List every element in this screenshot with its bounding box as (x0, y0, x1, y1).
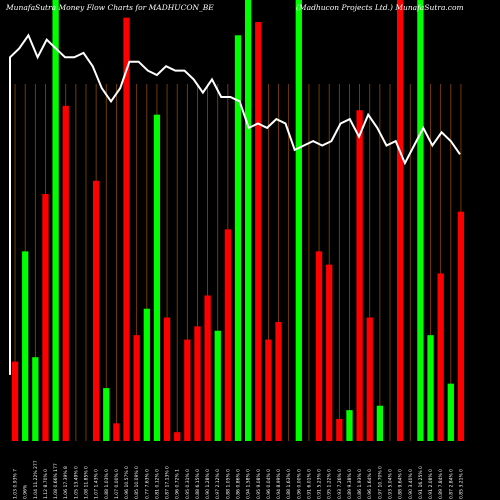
bar-33 (336, 418, 343, 441)
bar-2 (22, 251, 29, 441)
x-tick-label: 0.93 7.26% 0 (337, 469, 343, 499)
x-tick-label: 1.07 1.43% 0 (94, 469, 100, 499)
x-tick-label: 0.87 2.84% 0 (448, 469, 454, 499)
x-tick-label: 0.96 0.72% 1 (175, 469, 181, 499)
x-tick-label: 0.96 0.04% 0 (266, 469, 272, 499)
bar-16 (163, 317, 171, 441)
bar-45 (457, 211, 465, 441)
bar-25 (255, 22, 262, 442)
bar-44 (447, 383, 454, 441)
x-tick-label: 0.85 10.09% 0 (134, 466, 140, 499)
x-tick-label: 0.90 3.40% 0 (408, 469, 414, 499)
x-tick-label: 0.91 6.01% 0 (306, 469, 312, 499)
x-tick-label: 1.05 13.49% 0 (73, 466, 79, 499)
bar-13 (133, 335, 140, 441)
bar-17 (174, 432, 181, 441)
x-tick-label: 0.88 1.03% 0 (104, 469, 110, 499)
x-tick-label: 0.96 10.57% 0 (124, 466, 130, 499)
x-tick-label: 0.91 2.08% 0 (428, 469, 434, 499)
x-axis-labels: 1.03 0.93% 7 0.96% 1.04 11.22% 277 1.12 8.7… (13, 460, 465, 499)
bar-19 (194, 326, 201, 441)
x-tick-label: 0.77 7.63% 0 (144, 469, 150, 499)
bar-6 (62, 105, 69, 441)
x-tick-label: 1.12 8.70% 0 (43, 469, 49, 499)
x-tick-label: 0.88 1.05% 0 (225, 469, 231, 499)
chart-title: MunafaSutra Money Flow Charts for MADHUC… (6, 3, 214, 12)
bar-29 (295, 0, 302, 441)
x-tick-label: 0.97 10.70% 0 (377, 466, 383, 499)
bar-4 (42, 194, 49, 441)
bar-5 (52, 0, 59, 441)
bar-3 (32, 357, 39, 441)
x-tick-label: 0.86 1.93% 0 (357, 469, 363, 499)
bar-10 (103, 388, 110, 441)
price-line (9, 33, 461, 375)
x-tick-label: 1.04 11.22% 277 (33, 460, 39, 499)
x-tick-label: 0.97 2.12% 0 (215, 469, 221, 499)
x-tick-label: 1.07 0.00% 0 (114, 469, 120, 499)
x-tick-label: 0.90 1.28% 0 (205, 469, 211, 499)
x-tick-label: 0.85 3.21% 0 (458, 469, 464, 499)
bar-22 (224, 229, 232, 441)
bar-9 (92, 180, 100, 441)
x-tick-label: 1.08 0.66% 177 (53, 463, 59, 499)
chart-subtitle: (Madhucon Projects Ltd.) MunafaSutra.com (296, 3, 464, 12)
x-tick-label: 1.06 17.39% 8 (63, 466, 69, 499)
bar-1 (11, 361, 19, 441)
x-tick-label: 0.96% (23, 484, 29, 499)
bar-21 (214, 330, 221, 441)
bar-32 (326, 264, 333, 441)
x-tick-label: 0.89 7.84% 0 (438, 469, 444, 499)
x-tick-label: 0.87 17.13% 0 (165, 466, 171, 499)
x-tick-label: 0.96 1.64% 0 (367, 469, 373, 499)
bar-35 (356, 110, 363, 441)
x-tick-label: 0.95 0.31% 0 (185, 469, 191, 499)
bar-41 (417, 0, 424, 441)
bar-20 (204, 295, 211, 441)
x-tick-label: 0.95 9.08% 0 (256, 469, 262, 499)
bar-31 (315, 251, 323, 441)
bar-34 (346, 410, 353, 441)
x-tick-label: 0.81 0.12% 0 (154, 469, 160, 499)
bar-11 (113, 423, 120, 441)
bar-27 (275, 321, 282, 441)
x-tick-label: 0.93 5.04% 0 (388, 469, 394, 499)
bar-42 (427, 335, 434, 441)
x-tick-label: 0.91 16.25% 0 (418, 466, 424, 499)
bar-37 (376, 405, 384, 441)
x-tick-label: 0.95 1.22% 0 (327, 469, 333, 499)
bar-36 (366, 317, 373, 441)
bar-43 (437, 273, 444, 441)
x-tick-label: 1.03 0.93% 7 (13, 469, 19, 499)
bar-23 (234, 35, 242, 441)
bar-12 (123, 17, 130, 441)
bars (11, 0, 465, 442)
x-tick-label: 1.08 11.85% 0 (84, 466, 90, 499)
bar-26 (265, 339, 272, 441)
bar-18 (184, 339, 191, 441)
bar-14 (143, 308, 150, 441)
x-tick-label: 0.91 5.23% 0 (317, 469, 323, 499)
bar-39 (396, 0, 404, 441)
x-tick-label: 0.89 9.38% 0 (347, 469, 353, 499)
x-tick-label: 0.86 0.86% 0 (236, 469, 242, 499)
price-line-group (9, 33, 461, 375)
x-tick-label: 0.96 0.00% 0 (296, 469, 302, 499)
bar-24 (244, 0, 252, 441)
bar-15 (153, 114, 161, 441)
x-tick-label: 0.94 8.99% 0 (276, 469, 282, 499)
x-tick-label: 0.88 1.63% 0 (286, 469, 292, 499)
x-tick-label: 0.94 1.58% 0 (246, 469, 252, 499)
x-tick-label: 0.88 6.15% 0 (195, 469, 201, 499)
x-tick-label: 0.88 9.64% 0 (398, 469, 404, 499)
